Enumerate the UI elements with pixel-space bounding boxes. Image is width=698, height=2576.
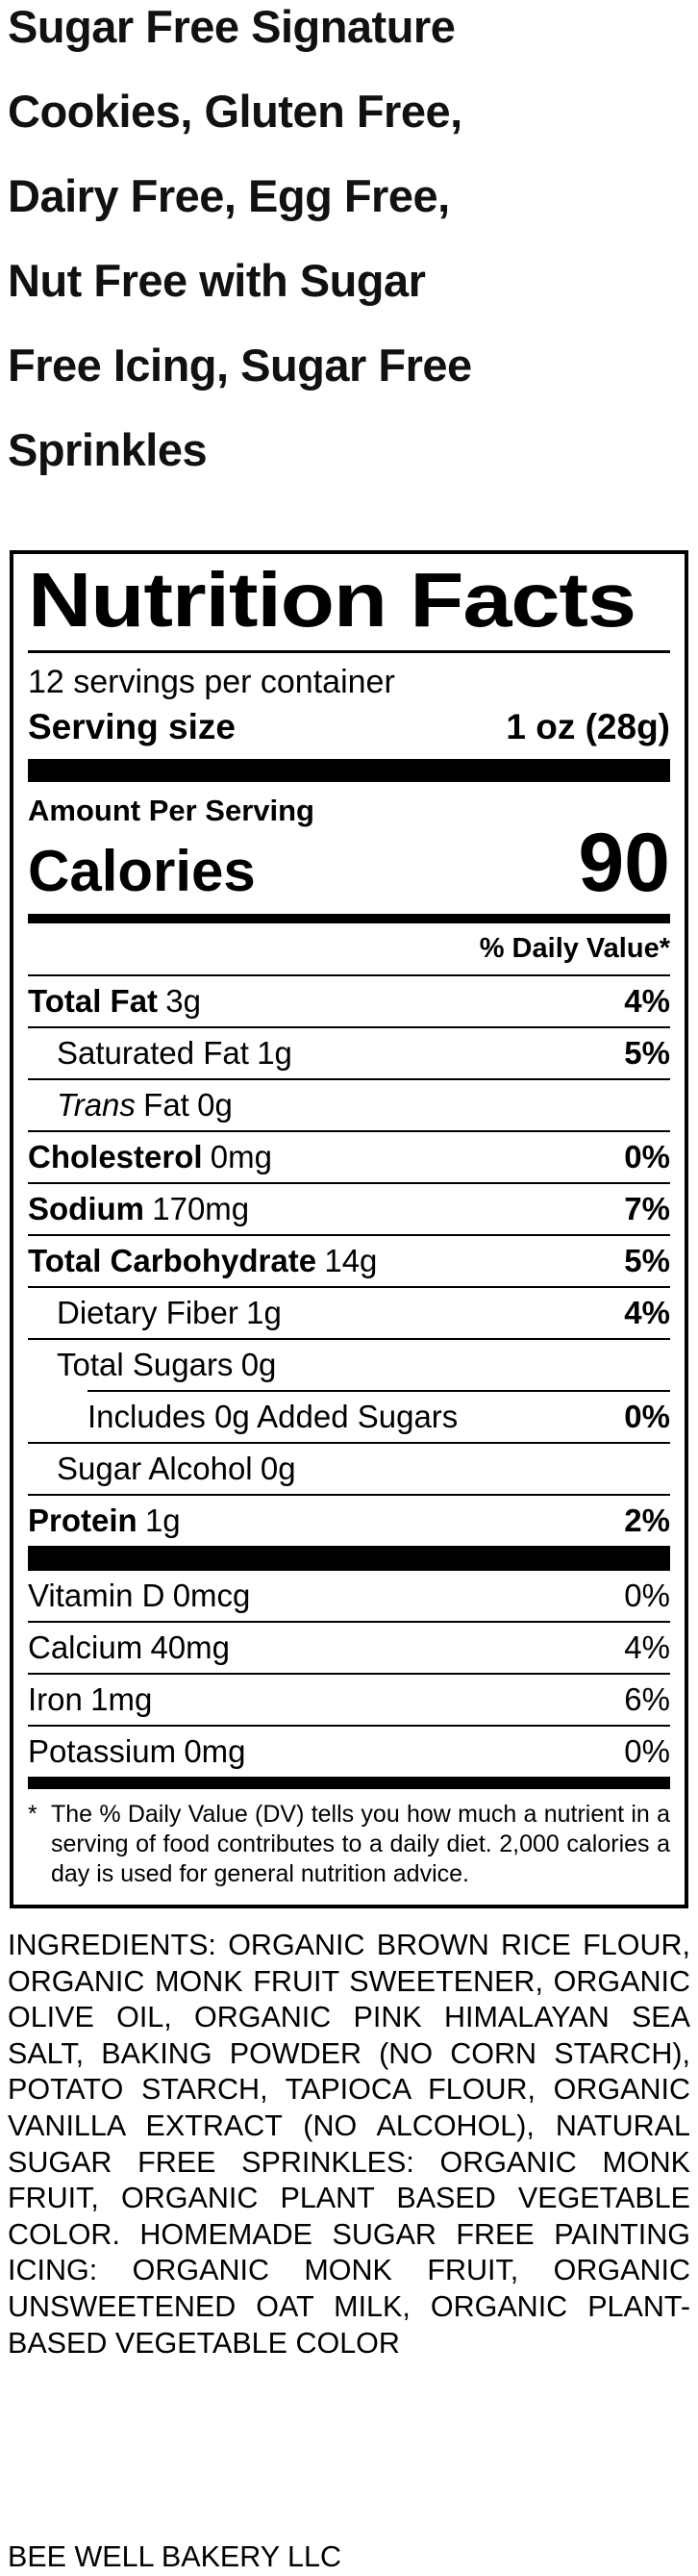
nutrient-row-total-fat: Total Fat 3g 4% <box>28 976 670 1026</box>
nutrient-amount: 3g <box>165 983 202 1019</box>
nutrient-row-sodium: Sodium 170mg 7% <box>28 1184 670 1234</box>
nutrient-name: Calcium <box>28 1629 143 1665</box>
daily-value: 2% <box>624 1503 670 1538</box>
daily-value: 0% <box>624 1733 670 1769</box>
nutrient-name: Iron <box>28 1681 83 1717</box>
nutrient-name: Vitamin D <box>28 1578 165 1613</box>
calories-row: Calories 90 <box>28 817 670 914</box>
nutrient-name: Cholesterol <box>28 1139 203 1174</box>
nutrient-row-protein: Protein 1g 2% <box>28 1496 670 1546</box>
daily-value: 5% <box>624 1035 670 1071</box>
daily-value: 4% <box>624 983 670 1019</box>
nutrient-amount: 1g <box>246 1295 282 1330</box>
nutrient-name-italic: Trans <box>57 1087 136 1123</box>
footnote-text: The % Daily Value (DV) tells you how muc… <box>51 1801 670 1887</box>
nutrient-amount: 0g <box>240 1347 277 1382</box>
daily-value-header: % Daily Value* <box>479 933 670 964</box>
divider-thick <box>28 1546 670 1571</box>
divider <box>28 1621 670 1623</box>
nutrient-name: Total Carbohydrate <box>28 1243 317 1278</box>
divider-heading <box>28 650 670 653</box>
divider-thick <box>28 1777 670 1789</box>
nutrient-name: Total Fat <box>28 983 159 1019</box>
divider <box>28 974 670 976</box>
servings-per-container: 12 servings per container <box>28 664 395 700</box>
serving-size-value: 1 oz (28g) <box>506 707 670 746</box>
micronutrient-row-vitamin-d: Vitamin D 0mcg 0% <box>28 1571 670 1621</box>
nutrient-amount: 1g <box>257 1035 292 1071</box>
nutrient-row-added-sugars: Includes 0g Added Sugars 0% <box>28 1392 670 1442</box>
amount-per-serving-label: Amount Per Serving <box>28 794 314 827</box>
divider <box>28 1078 670 1080</box>
micronutrient-row-calcium: Calcium 40mg 4% <box>28 1623 670 1673</box>
nutrition-facts-title: Nutrition Facts <box>28 557 636 643</box>
micronutrient-row-iron: Iron 1mg 6% <box>28 1675 670 1725</box>
daily-value-footnote: * The % Daily Value (DV) tells you how m… <box>28 1789 670 1905</box>
divider-thick <box>28 914 670 923</box>
nutrient-amount: 0mcg <box>172 1578 251 1613</box>
divider <box>28 1338 670 1340</box>
daily-value: 4% <box>624 1295 670 1330</box>
nutrient-name: Total Sugars <box>57 1347 234 1382</box>
divider <box>28 1494 670 1496</box>
nutrient-name: Sodium <box>28 1191 144 1226</box>
nutrition-facts-panel: Nutrition Facts 12 servings per containe… <box>10 550 688 1908</box>
divider <box>28 1286 670 1288</box>
nutrient-amount: 170mg <box>152 1191 250 1226</box>
footer-brand: BEE WELL BAKERY LLC <box>8 2540 341 2573</box>
daily-value: 4% <box>624 1629 670 1665</box>
calories-label: Calories <box>28 839 256 903</box>
footnote-asterisk: * <box>28 1801 37 1828</box>
serving-size-label: Serving size <box>28 707 236 746</box>
nutrient-amount: 0mg <box>184 1733 246 1769</box>
nutrient-row-saturated-fat: Saturated Fat 1g 5% <box>28 1028 670 1078</box>
nutrient-row-total-carbohydrate: Total Carbohydrate 14g 5% <box>28 1236 670 1286</box>
nutrient-name: Potassium <box>28 1733 177 1769</box>
daily-value: 0% <box>624 1139 670 1174</box>
nutrient-name: Dietary Fiber <box>57 1295 238 1330</box>
nutrient-name: Saturated Fat <box>57 1035 249 1071</box>
nutrient-name: Includes 0g Added Sugars <box>87 1399 459 1434</box>
nutrient-amount: 0g <box>197 1087 233 1123</box>
ingredients-text: INGREDIENTS: ORGANIC BROWN RICE FLOUR, O… <box>8 1929 690 2360</box>
nutrient-amount: 1g <box>144 1503 181 1538</box>
daily-value: 7% <box>624 1191 670 1226</box>
daily-value: 0% <box>624 1578 670 1613</box>
divider <box>28 1026 670 1028</box>
micronutrient-row-potassium: Potassium 0mg 0% <box>28 1727 670 1777</box>
calories-value: 90 <box>578 817 670 909</box>
nutrient-name: Sugar Alcohol <box>57 1451 253 1486</box>
nutrient-amount: 14g <box>324 1243 378 1278</box>
nutrient-row-total-sugars: Total Sugars 0g <box>28 1340 670 1390</box>
nutrient-name: Fat <box>143 1087 189 1123</box>
nutrient-row-trans-fat: Trans Fat 0g <box>28 1080 670 1130</box>
divider-indented <box>87 1390 670 1392</box>
divider-thick <box>28 759 670 782</box>
divider <box>28 1673 670 1675</box>
divider <box>28 1725 670 1727</box>
nutrient-amount: 0mg <box>210 1139 272 1174</box>
daily-value: 0% <box>624 1399 670 1434</box>
daily-value: 6% <box>624 1681 670 1717</box>
nutrient-amount: 0g <box>260 1451 296 1486</box>
divider <box>28 1130 670 1132</box>
nutrient-row-sugar-alcohol: Sugar Alcohol 0g <box>28 1444 670 1494</box>
divider <box>28 1182 670 1184</box>
nutrient-row-cholesterol: Cholesterol 0mg 0% <box>28 1132 670 1182</box>
nutrient-amount: 40mg <box>150 1629 231 1665</box>
serving-size-row: Serving size 1 oz (28g) <box>28 701 670 759</box>
divider <box>28 1234 670 1236</box>
nutrient-name: Protein <box>28 1503 137 1538</box>
daily-value: 5% <box>624 1243 670 1278</box>
nutrient-row-dietary-fiber: Dietary Fiber 1g 4% <box>28 1288 670 1338</box>
nutrient-amount: 1mg <box>90 1681 153 1717</box>
divider <box>28 1442 670 1444</box>
product-title: Sugar Free Signature Cookies, Gluten Fre… <box>8 1 472 475</box>
